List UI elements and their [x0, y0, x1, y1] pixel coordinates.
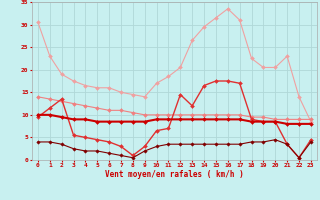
- X-axis label: Vent moyen/en rafales ( km/h ): Vent moyen/en rafales ( km/h ): [105, 170, 244, 179]
